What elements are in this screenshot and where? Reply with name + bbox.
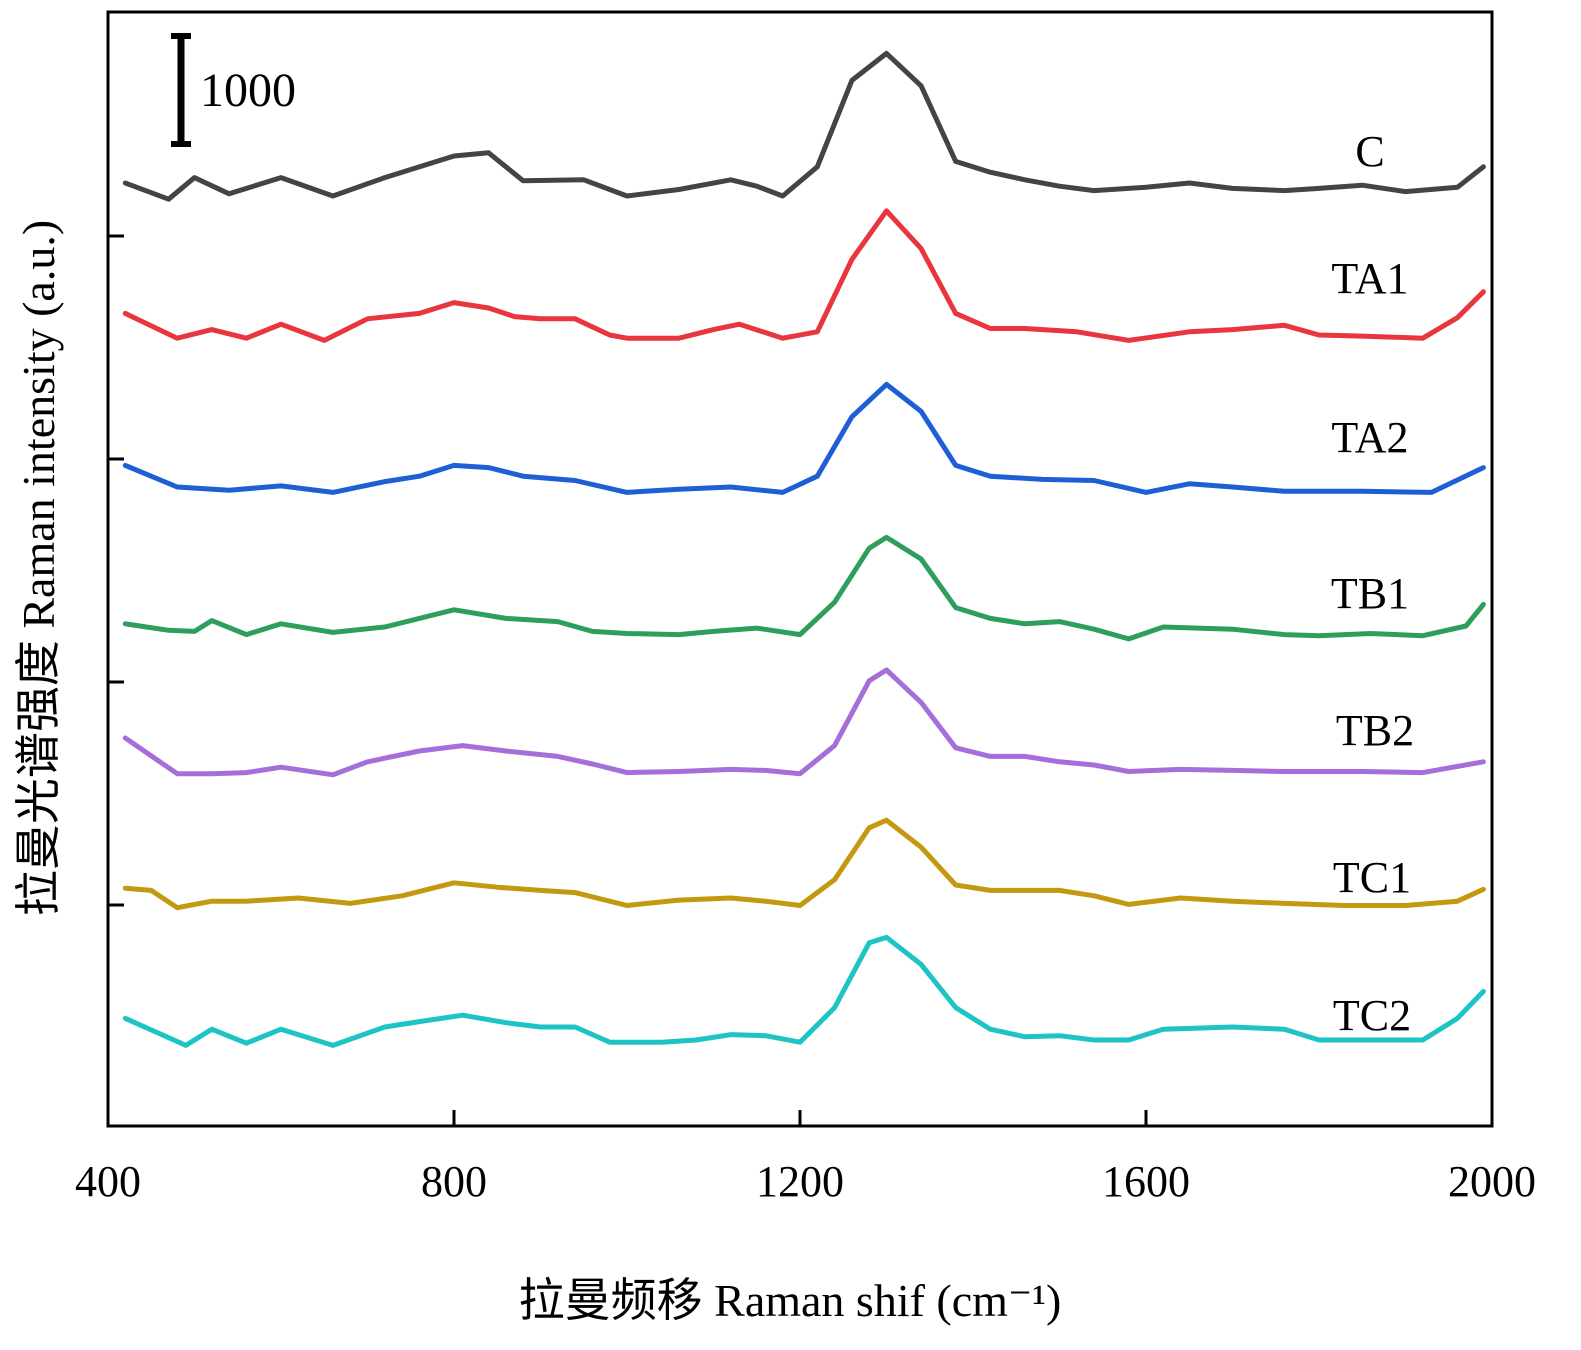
series-labels: C TA1 TA2 TB1 TB2 TC1 TC2 — [1331, 127, 1414, 1040]
series-label-ta2: TA2 — [1331, 413, 1408, 462]
series-line-tc2 — [122, 934, 1486, 1048]
x-tick-label: 1200 — [756, 1157, 844, 1206]
series-line-ta1 — [122, 208, 1486, 343]
x-axis-title: 拉曼频移 Raman shif (cm⁻¹) — [519, 1275, 1062, 1326]
x-tick-label: 800 — [421, 1157, 487, 1206]
x-tick-label: 1600 — [1102, 1157, 1190, 1206]
x-axis-ticks: 400 800 1200 1600 2000 — [75, 1110, 1536, 1206]
x-tick-label: 400 — [75, 1157, 141, 1206]
series-label-ta1: TA1 — [1331, 254, 1408, 303]
x-tick-label: 2000 — [1448, 1157, 1536, 1206]
scale-bar: 1000 — [171, 33, 296, 147]
series-label-tb1: TB1 — [1331, 569, 1409, 618]
scale-bar-label: 1000 — [200, 64, 296, 117]
series-label-c: C — [1355, 127, 1384, 176]
series-line-tc1 — [122, 817, 1486, 911]
series-line-ta2 — [122, 381, 1486, 495]
series-group — [122, 50, 1486, 1048]
series-line-c — [122, 50, 1486, 202]
y-axis-ticks — [108, 234, 124, 907]
series-label-tb2: TB2 — [1336, 706, 1414, 755]
series-line-tb1 — [122, 534, 1486, 642]
series-line-tb2 — [122, 667, 1486, 778]
y-axis-title: 拉曼光谱强度 Raman intensity (a.u.) — [13, 220, 64, 916]
series-label-tc1: TC1 — [1333, 853, 1411, 902]
series-label-tc2: TC2 — [1333, 991, 1411, 1040]
